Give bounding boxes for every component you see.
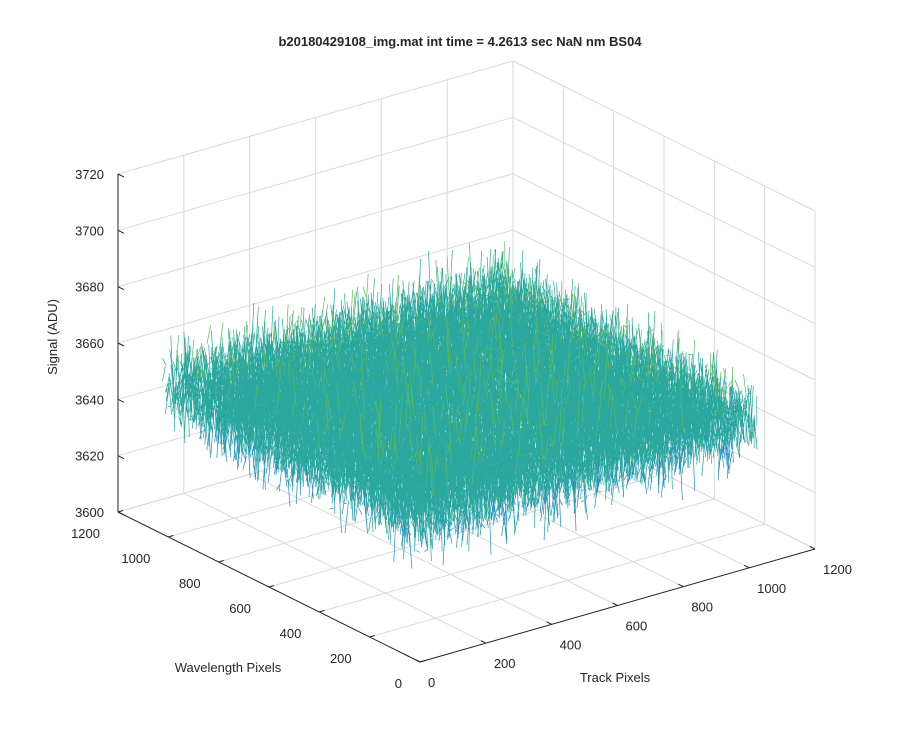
y-tick-label: 600	[229, 601, 251, 616]
x-tick-mark	[414, 659, 421, 663]
y-tick-label: 200	[330, 651, 352, 666]
z-tick-mark	[117, 511, 125, 516]
z-tick-mark	[117, 342, 125, 347]
y-tick-label: 800	[179, 576, 201, 591]
y-tick-label: 1200	[71, 526, 100, 541]
x-tick-label: 0	[428, 675, 435, 690]
y-tick-mark	[319, 610, 325, 613]
chart-title: b20180429108_img.mat int time = 4.2613 s…	[278, 34, 642, 49]
z-tick-mark	[117, 286, 125, 291]
side-wall-gridline-z	[512, 116, 816, 268]
side-wall-gridline-z	[512, 229, 816, 381]
z-tick-label: 3720	[75, 167, 104, 182]
z-tick-label: 3620	[75, 449, 104, 464]
y-tick-mark	[419, 660, 426, 663]
surface-data	[162, 241, 758, 569]
y-axis-label: Wavelength Pixels	[175, 660, 282, 675]
z-tick-mark	[117, 229, 125, 234]
side-wall-gridline-z	[512, 60, 816, 212]
z-tick-mark	[117, 398, 125, 403]
x-tick-label: 1200	[823, 562, 852, 577]
z-tick-label: 3680	[75, 280, 104, 295]
y-tick-mark	[218, 560, 224, 563]
x-tick-label: 1000	[757, 581, 786, 596]
x-tick-mark	[546, 621, 552, 625]
z-axis-label: Signal (ADU)	[45, 299, 60, 375]
floor-gridline-y	[319, 498, 715, 613]
floor-gridline-y	[369, 523, 765, 638]
x-tick-label: 800	[691, 600, 713, 615]
x-axis-label: Track Pixels	[580, 670, 651, 685]
y-tick-mark	[369, 635, 375, 638]
z-tick-mark	[117, 173, 125, 178]
back-wall-gridline-z	[117, 229, 514, 344]
z-tick-label: 3600	[75, 505, 104, 520]
x-tick-mark	[678, 583, 684, 588]
surface-strands-3	[175, 241, 747, 496]
x-tick-mark	[612, 602, 618, 606]
back-wall-gridline-z	[117, 173, 514, 288]
z-tick-label: 3660	[75, 336, 104, 351]
z-tick-mark	[117, 455, 125, 460]
side-wall-gridline-z	[512, 173, 816, 325]
y-tick-label: 0	[395, 676, 402, 691]
x-tick-label: 400	[560, 637, 582, 652]
y-tick-mark	[268, 585, 275, 588]
z-tick-label: 3700	[75, 223, 104, 238]
x-tick-mark	[809, 546, 816, 550]
floor-gridline-y	[268, 473, 665, 588]
y-tick-label: 1000	[121, 551, 150, 566]
axes: 0 200 400 600 800 1000 1200 0 200 400 600 800 1000 12…	[71, 167, 852, 691]
back-wall-gridline-z	[117, 60, 514, 175]
x-tick-label: 200	[494, 656, 516, 671]
z-tick-label: 3640	[75, 392, 104, 407]
x-tick-label: 600	[626, 619, 648, 634]
x-tick-mark	[480, 640, 487, 644]
y-tick-mark	[168, 535, 174, 538]
y-tick-mark	[117, 510, 124, 513]
y-tick-label: 400	[280, 626, 302, 641]
x-tick-mark	[743, 564, 750, 569]
back-wall-gridline-z	[117, 116, 514, 231]
